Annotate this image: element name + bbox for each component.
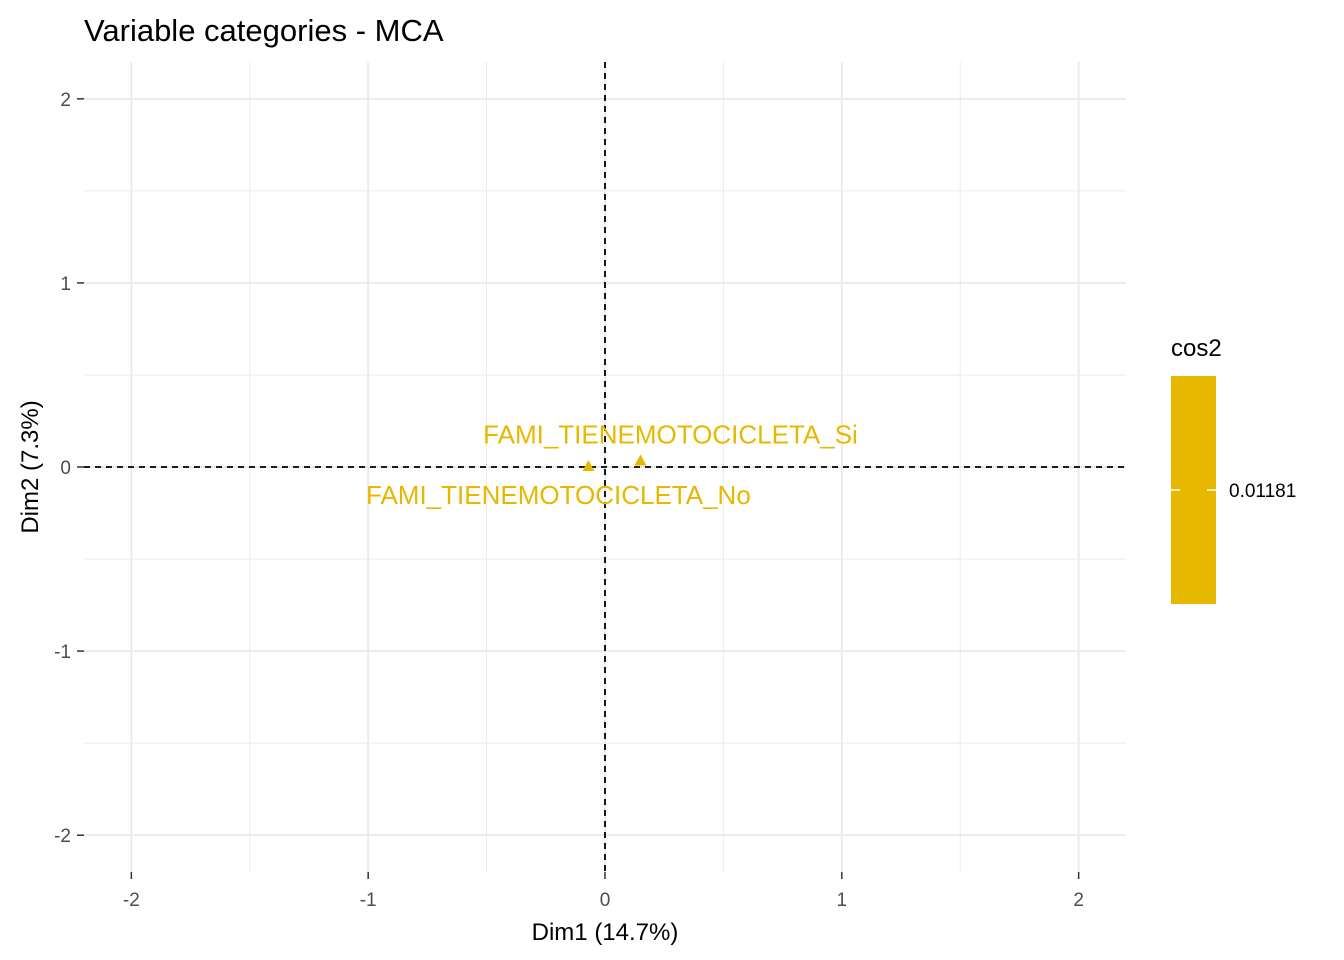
data-point <box>582 460 595 471</box>
legend-label: 0.01181 <box>1229 481 1296 502</box>
y-tick-label: 0 <box>60 458 71 479</box>
reference-lines <box>84 62 1126 872</box>
data-points <box>582 454 647 471</box>
data-point-labels: FAMI_TIENEMOTOCICLETA_Si FAMI_TIENEMOTOCI… <box>366 419 858 510</box>
chart-title: Variable categories - MCA <box>84 13 444 48</box>
data-point-label: FAMI_TIENEMOTOCICLETA_Si <box>483 419 858 449</box>
x-axis-label: Dim1 (14.7%) <box>532 919 679 946</box>
y-tick-label: -1 <box>54 642 71 663</box>
x-tick-label: 2 <box>1073 890 1084 911</box>
legend-title: cos2 <box>1171 335 1222 362</box>
y-tick-label: -2 <box>54 826 71 847</box>
y-tick-label: 1 <box>60 274 71 295</box>
x-tick-label: -2 <box>123 890 140 911</box>
y-axis-ticks: -2 -1 0 1 2 <box>54 90 84 847</box>
y-axis-label: Dim2 (7.3%) <box>17 400 44 533</box>
x-tick-label: 1 <box>837 890 848 911</box>
data-point <box>634 454 647 466</box>
x-tick-label: 0 <box>600 890 611 911</box>
legend: cos2 0.01181 <box>1171 335 1296 604</box>
y-tick-label: 2 <box>60 90 71 111</box>
x-tick-label: -1 <box>360 890 377 911</box>
data-point-label: FAMI_TIENEMOTOCICLETA_No <box>366 480 751 510</box>
x-axis-ticks: -2 -1 0 1 2 <box>123 872 1084 911</box>
plot-area: FAMI_TIENEMOTOCICLETA_Si FAMI_TIENEMOTOCI… <box>84 62 1126 872</box>
